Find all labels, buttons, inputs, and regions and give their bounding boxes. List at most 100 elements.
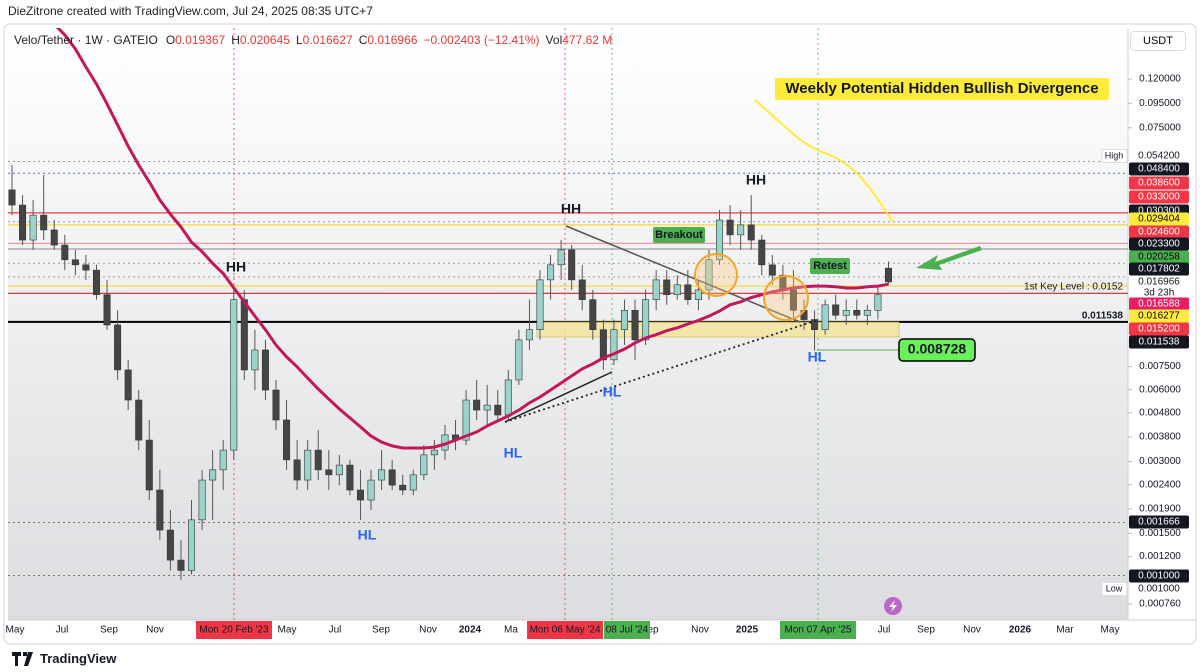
retest-label: Retest	[813, 260, 847, 272]
x-tick-label: Jul	[56, 625, 69, 636]
y-tick-label: 0.120000	[1139, 74, 1181, 85]
candle-body	[694, 289, 702, 300]
hh-label: HH	[226, 259, 246, 275]
price-badge-label: 0.024600	[1138, 227, 1180, 238]
currency-button[interactable]: USDT	[1130, 31, 1186, 51]
x-tick-label: Nov	[419, 625, 437, 636]
divergence-label: Weekly Potential Hidden Bullish Divergen…	[785, 80, 1098, 97]
candle-body	[684, 284, 692, 300]
candle-body	[29, 214, 37, 241]
x-tick-label: Sep	[100, 625, 118, 636]
price-badge-label: 0.033000	[1138, 192, 1180, 203]
price-badge-label: 0.038600	[1138, 178, 1180, 189]
date-badge-label: 08 Jul '24	[606, 625, 649, 636]
candle-body	[71, 259, 79, 266]
footer: TradingView	[12, 651, 116, 666]
candle-body	[789, 289, 797, 311]
date-badge	[527, 621, 603, 639]
candle-body	[853, 310, 861, 316]
candle-body	[261, 349, 269, 391]
x-tick-label: ep	[647, 625, 659, 636]
trendline	[504, 371, 613, 423]
candle-body	[589, 299, 597, 330]
candle-body	[747, 224, 755, 241]
y-tick-label: 0.003000	[1139, 456, 1181, 467]
volume-key: Vol	[545, 33, 563, 47]
key-level-label: 1st Key Level : 0.0152	[1024, 282, 1123, 293]
price-badge	[1129, 250, 1189, 264]
candle-body	[515, 339, 523, 381]
price-badge-label: 0.029404	[1138, 214, 1180, 225]
candle-body	[599, 329, 607, 361]
candle-body	[620, 310, 628, 330]
candle-body	[388, 469, 396, 486]
hh-label: HH	[746, 172, 766, 188]
overlay: 0.120000 0.095000 0.075000 0.007500 0.006000…	[6, 74, 1189, 639]
price-badge	[1129, 515, 1189, 529]
candle-body	[430, 449, 438, 456]
price-badge-label: 0.016966	[1138, 277, 1180, 288]
candle-body	[642, 299, 650, 341]
y-tick-label: 0.001200	[1139, 551, 1181, 562]
price-badge-label: 0.030300	[1138, 206, 1180, 217]
price-badge-label: 0.016277	[1138, 311, 1180, 322]
price-badge	[1129, 335, 1189, 349]
price-badge-label: 0.001000	[1138, 571, 1180, 582]
candle-body	[135, 399, 143, 441]
ohlc-value: 0.019367	[175, 33, 226, 47]
price-badge	[1129, 237, 1189, 251]
plot	[8, 28, 1128, 620]
candle-body	[166, 529, 174, 561]
moving-average	[55, 28, 889, 450]
price-badge	[1129, 262, 1189, 276]
candle-body	[304, 449, 312, 481]
support-label: 0.011538	[1082, 311, 1124, 322]
y-tick-label: 0.095000	[1139, 98, 1181, 109]
hl-label: HL	[358, 527, 377, 543]
ohlc-key: O	[165, 33, 176, 47]
y-tick-label: 0.000760	[1139, 599, 1181, 610]
price-badge-label: 0.054200	[1138, 151, 1180, 162]
candle-body	[473, 399, 481, 411]
hl-label: HL	[504, 445, 523, 461]
candle-body	[50, 229, 58, 246]
price-badge	[1129, 322, 1189, 336]
price-badge	[1129, 297, 1189, 311]
candle-body	[19, 204, 27, 241]
legend: Velo/Tether · 1W · GATEIO O0.019367 H0.020…	[14, 33, 618, 47]
price-badge-label: 0.048400	[1138, 164, 1180, 175]
x-tick-label: 2024	[459, 625, 482, 636]
tag-bg	[1101, 582, 1128, 596]
candle-body	[726, 219, 734, 236]
hh-label: HH	[561, 201, 581, 217]
price-badge-label: 0.023300	[1138, 239, 1180, 250]
price-badge-label: 0.017802	[1138, 264, 1180, 275]
breakout-label: Breakout	[655, 229, 703, 241]
candle-body	[314, 449, 322, 471]
candle-body	[874, 294, 882, 311]
candle-body	[145, 439, 153, 491]
ohlc-key: H	[231, 33, 240, 47]
candle-body	[230, 299, 238, 451]
candle-body	[547, 264, 555, 281]
x-tick-label: Nov	[146, 625, 164, 636]
x-tick-label: Mar	[1056, 625, 1074, 636]
ohlc: O0.019367 H0.020645 L0.016627 C0.016966	[166, 33, 424, 47]
ohlc-key: L	[295, 33, 303, 47]
logo-text: TradingView	[40, 651, 117, 666]
candle-body	[82, 264, 90, 271]
x-tick-label: Nov	[963, 625, 981, 636]
price-badge	[1129, 225, 1189, 239]
candle-body	[283, 419, 291, 461]
label-bg	[775, 78, 1109, 100]
candle-body	[356, 489, 364, 501]
price-badge	[1129, 569, 1189, 583]
candle-body	[705, 259, 713, 291]
price-tag: High	[1105, 150, 1124, 160]
candle-body	[177, 559, 185, 571]
price-badge	[1129, 162, 1189, 176]
price-badge-label: 0.001000	[1138, 584, 1180, 595]
candle-body	[378, 469, 386, 481]
y-tick-label: 0.001900	[1139, 504, 1181, 515]
